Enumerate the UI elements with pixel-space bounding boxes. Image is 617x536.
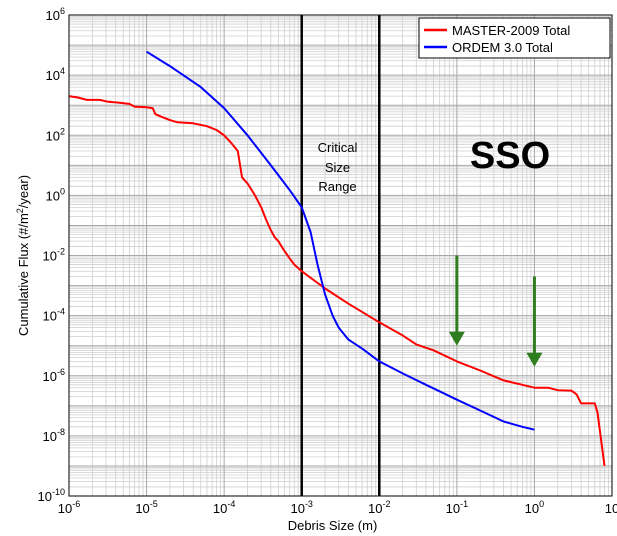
critical-label-line-3: Range bbox=[318, 179, 356, 194]
y-tick-labels: 10-10 10-8 10-6 10-4 10-2 100 102 104 106 bbox=[38, 6, 65, 504]
x-tick-label: 10-1 bbox=[446, 499, 468, 516]
y-axis-label-suffix: /year) bbox=[16, 175, 31, 208]
y-tick-label: 106 bbox=[46, 6, 65, 23]
legend-entry-master: MASTER-2009 Total bbox=[452, 23, 570, 38]
orbit-label: SSO bbox=[470, 135, 550, 177]
y-tick-label: 10-6 bbox=[43, 367, 65, 384]
y-tick-label: 10-4 bbox=[43, 307, 65, 324]
critical-label-line-1: Critical bbox=[318, 140, 358, 155]
x-tick-label: 10-3 bbox=[290, 499, 312, 516]
arrow-annotations bbox=[448, 255, 543, 367]
critical-size-lines bbox=[300, 15, 381, 496]
x-tick-labels: 10-6 10-5 10-4 10-3 10-2 10-1 100 10 bbox=[58, 499, 617, 516]
arrow-head bbox=[448, 331, 465, 346]
critical-label-line-2: Size bbox=[325, 160, 350, 175]
legend-entry-ordem: ORDEM 3.0 Total bbox=[452, 40, 553, 55]
series-line-1 bbox=[146, 50, 535, 431]
plot-frame bbox=[68, 14, 613, 497]
x-tick-label: 100 bbox=[525, 499, 544, 516]
y-tick-label: 10-8 bbox=[43, 427, 65, 444]
x-tick-label: 10 bbox=[605, 501, 617, 516]
y-tick-label: 102 bbox=[46, 126, 65, 143]
x-tick-label: 10-6 bbox=[58, 499, 80, 516]
x-tick-label: 10-2 bbox=[368, 499, 390, 516]
legend: MASTER-2009 Total ORDEM 3.0 Total bbox=[418, 17, 611, 59]
legend-box bbox=[418, 17, 611, 59]
critical-size-range-label: Critical Size Range bbox=[318, 140, 358, 194]
arrow-head bbox=[526, 352, 543, 367]
x-tick-label: 10-4 bbox=[213, 499, 235, 516]
y-axis-label: Cumulative Flux (#/m2/year) bbox=[15, 175, 31, 336]
y-tick-label: 100 bbox=[46, 186, 65, 203]
y-tick-label: 10-10 bbox=[38, 487, 65, 504]
y-tick-label: 104 bbox=[46, 66, 65, 83]
y-tick-label: 10-2 bbox=[43, 247, 65, 264]
series-layer bbox=[68, 50, 606, 467]
x-axis-label: Debris Size (m) bbox=[288, 518, 378, 533]
y-axis-label-sup: 2 bbox=[15, 208, 25, 213]
y-axis-label-prefix: Cumulative Flux (#/m bbox=[16, 213, 31, 336]
series-line-0 bbox=[68, 95, 606, 467]
x-tick-label: 10-5 bbox=[135, 499, 157, 516]
